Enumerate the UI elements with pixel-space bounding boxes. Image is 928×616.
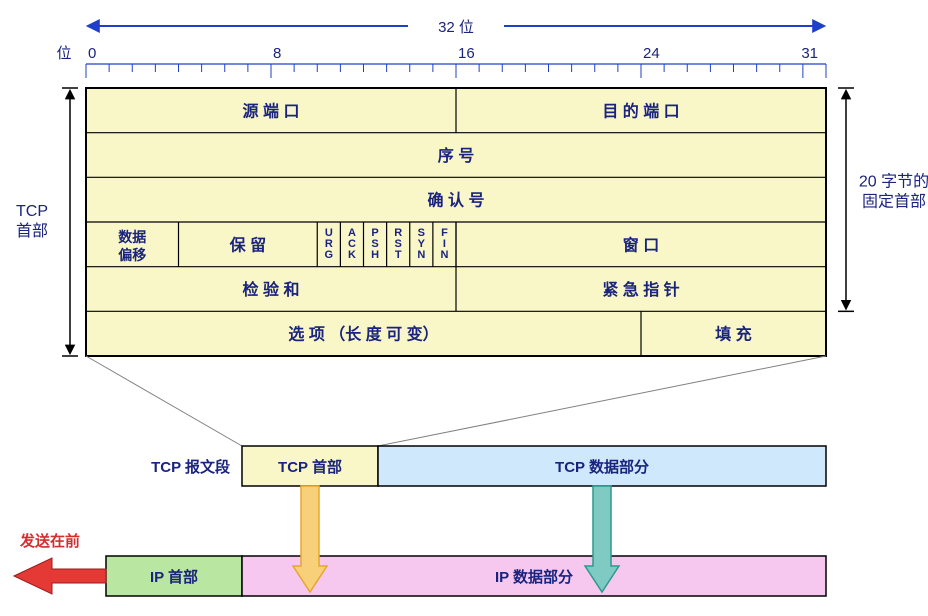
field-label: 保 留 <box>229 235 266 254</box>
field-label: 源 端 口 <box>243 101 300 120</box>
flag-urg: URG <box>325 227 334 261</box>
bit-width-title: 32 位 <box>438 19 474 36</box>
tcp-data-label: TCP 数据部分 <box>555 458 649 476</box>
left-label: TCP首部 <box>16 203 48 240</box>
bit-tick-label: 0 <box>88 45 96 62</box>
flag-ack: ACK <box>348 227 356 261</box>
flag-rst: RST <box>394 227 402 261</box>
field-label: 填 充 <box>715 325 751 344</box>
field-label: 紧 急 指 针 <box>602 280 679 299</box>
send-direction-arrow <box>14 558 106 594</box>
field-label: 检 验 和 <box>243 280 300 299</box>
ip-header-label: IP 首部 <box>150 568 198 586</box>
bit-prefix: 位 <box>56 45 71 62</box>
field-label: 确 认 号 <box>428 191 485 210</box>
flag-psh: PSH <box>371 227 379 261</box>
field-label: 选 项 （长 度 可 变） <box>288 325 438 344</box>
right-label: 20 字节的固定首部 <box>859 172 928 210</box>
tcp-header-diagram: 位0816243132 位源 端 口目 的 端 口序 号确 认 号数据偏移保 留… <box>0 0 928 611</box>
field-label: 序 号 <box>438 146 474 165</box>
field-label: 目 的 端 口 <box>602 101 679 120</box>
bit-tick-label: 31 <box>801 45 818 62</box>
flag-syn: SYN <box>417 227 425 261</box>
tcp-header-label: TCP 首部 <box>278 458 342 476</box>
bit-tick-label: 24 <box>643 45 660 62</box>
send-direction-label: 发送在前 <box>19 532 80 550</box>
ip-data-label: IP 数据部分 <box>495 568 573 586</box>
tcp-segment-label: TCP 报文段 <box>151 458 230 476</box>
field-label: 窗 口 <box>623 235 659 254</box>
bit-tick-label: 16 <box>458 45 475 62</box>
bit-tick-label: 8 <box>273 45 281 62</box>
